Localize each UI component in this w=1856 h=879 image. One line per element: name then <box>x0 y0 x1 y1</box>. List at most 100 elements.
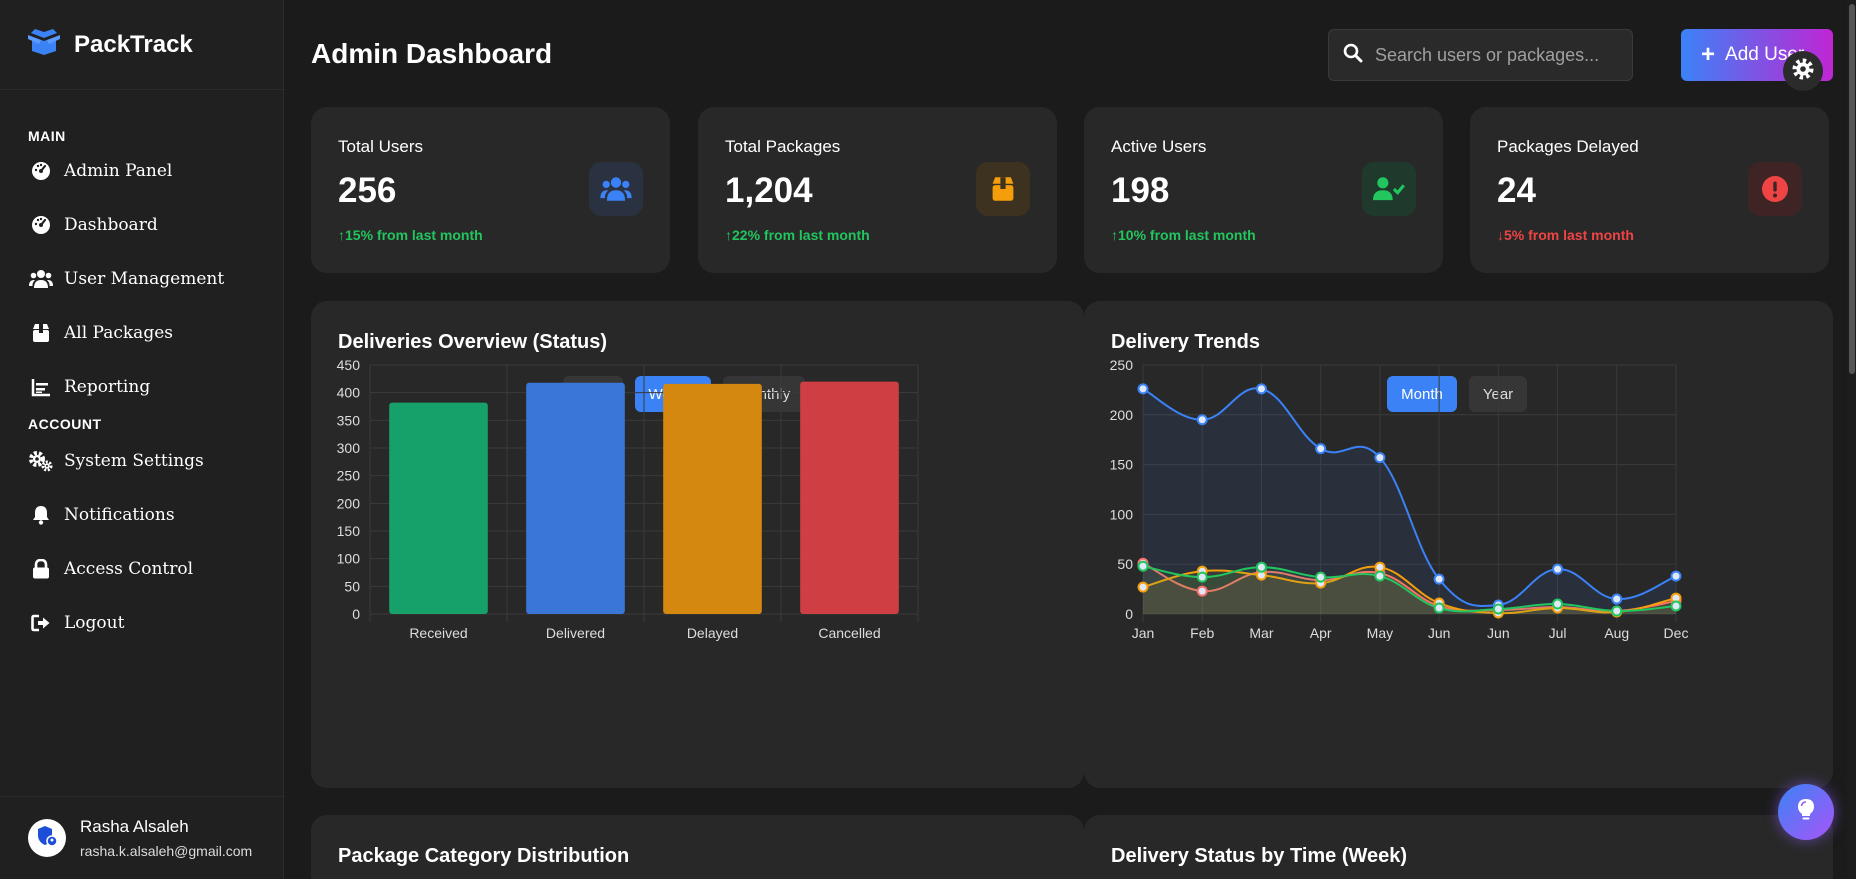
series-area-1 <box>1143 563 1676 614</box>
stat-change: ↓5% from last month <box>1497 227 1634 243</box>
sidebar-item-label: Dashboard <box>64 215 158 235</box>
settings-float-button-1[interactable] <box>1783 51 1823 91</box>
card-title: Delivery Trends <box>1111 331 1260 353</box>
bar-cancelled <box>800 381 899 614</box>
y-tick-label: 350 <box>337 412 361 428</box>
stat-label: Total Users <box>338 137 424 156</box>
data-point <box>1315 571 1327 583</box>
sidebar-item-access-control[interactable]: Access Control <box>0 542 283 596</box>
deliveries-overview-card: Deliveries Overview (Status) Daily Weekl… <box>311 301 1084 788</box>
series-line-3 <box>1142 565 1677 613</box>
exclamation-icon <box>1748 162 1802 216</box>
delivery-status-time-card: Delivery Status by Time (Week) <box>1084 815 1833 879</box>
search-icon <box>1343 43 1363 68</box>
sidebar-item-reporting[interactable]: Reporting <box>0 360 283 414</box>
sidebar-item-label: Access Control <box>64 559 194 579</box>
brand[interactable]: PackTrack <box>0 0 283 90</box>
sidebar-item-user-management[interactable]: User Management <box>0 252 283 306</box>
data-point <box>1670 570 1682 582</box>
section-label-account: ACCOUNT <box>28 416 102 432</box>
delivery-trends-line-chart: 0 50 100 150 200 250 Jan Feb Mar Apr May Jun Jun Jul A… <box>1110 357 1689 641</box>
data-point <box>1433 602 1445 614</box>
lightbulb-icon <box>1797 798 1815 827</box>
x-tick-label: Delivered <box>546 625 605 641</box>
users-icon <box>28 266 54 292</box>
plus-icon: + <box>1701 41 1716 68</box>
stat-value: 24 <box>1497 171 1536 210</box>
data-point <box>1492 603 1504 615</box>
x-tick-label: Received <box>409 625 467 641</box>
gauge-icon <box>28 212 54 238</box>
y-tick-label: 400 <box>337 385 361 401</box>
stat-value: 198 <box>1111 171 1170 210</box>
add-user-label: Add User <box>1725 44 1805 65</box>
box-icon <box>28 320 54 346</box>
x-tick-label: Feb <box>1190 625 1214 641</box>
y-tick-label: 300 <box>337 440 361 456</box>
y-tick-label: 50 <box>1117 556 1133 572</box>
y-tick-label: 200 <box>337 495 361 511</box>
users-icon <box>589 162 643 216</box>
y-tick-label: 450 <box>337 357 361 373</box>
sidebar-item-logout[interactable]: Logout <box>0 596 283 650</box>
data-point <box>1196 571 1208 583</box>
x-tick-label: Jun <box>1428 625 1451 641</box>
search-input[interactable] <box>1375 44 1625 66</box>
x-tick-label: May <box>1367 625 1393 641</box>
lock-icon <box>28 556 54 582</box>
y-tick-label: 250 <box>1110 357 1134 373</box>
stat-card-packages-delayed: Packages Delayed 24 ↓5% from last month <box>1470 107 1829 273</box>
sidebar-item-all-packages[interactable]: All Packages <box>0 306 283 360</box>
data-point <box>1552 598 1564 610</box>
data-point <box>1137 581 1149 593</box>
bell-icon <box>28 502 54 528</box>
card-title: Deliveries Overview (Status) <box>338 331 608 353</box>
tips-fab-button[interactable] <box>1778 784 1834 840</box>
sidebar-item-dashboard[interactable]: Dashboard <box>0 198 283 252</box>
box-open-icon <box>28 29 60 60</box>
data-point <box>1552 563 1564 575</box>
y-tick-label: 100 <box>1110 506 1134 522</box>
avatar <box>28 819 66 857</box>
data-point <box>1196 585 1208 597</box>
sidebar: PackTrack MAIN Admin Panel Dashboard Use… <box>0 0 284 879</box>
sidebar-item-label: Admin Panel <box>64 161 173 181</box>
search-box[interactable] <box>1328 29 1633 81</box>
sidebar-item-notifications[interactable]: Notifications <box>0 488 283 542</box>
x-tick-label: Cancelled <box>818 625 880 641</box>
page-title: Admin Dashboard <box>311 38 553 69</box>
sidebar-item-label: Notifications <box>64 505 175 525</box>
sidebar-item-system-settings[interactable]: System Settings <box>0 434 283 488</box>
scrollbar[interactable] <box>1847 0 1856 879</box>
y-tick-label: 0 <box>352 606 360 622</box>
data-point <box>1611 605 1623 617</box>
x-tick-label: Apr <box>1310 625 1332 641</box>
sidebar-item-label: Logout <box>64 613 125 633</box>
user-profile[interactable]: Rasha Alsaleh rasha.k.alsaleh@gmail.com <box>0 796 284 879</box>
series-line-1 <box>1142 562 1677 613</box>
sidebar-item-label: Reporting <box>64 377 151 397</box>
data-point <box>1670 600 1682 612</box>
stat-change: ↑15% from last month <box>338 227 483 243</box>
sidebar-item-admin-panel[interactable]: Admin Panel <box>0 144 283 198</box>
chart-line-icon <box>28 374 54 400</box>
data-point <box>1374 570 1386 582</box>
stat-change: ↑10% from last month <box>1111 227 1256 243</box>
gears-icon <box>28 448 54 474</box>
sidebar-item-label: All Packages <box>64 323 173 343</box>
data-point <box>1255 383 1267 395</box>
stat-change: ↑22% from last month <box>725 227 870 243</box>
series-area-0 <box>1143 388 1676 614</box>
section-label-main: MAIN <box>28 128 66 144</box>
stat-value: 256 <box>338 171 397 210</box>
scrollbar-thumb[interactable] <box>1849 4 1855 374</box>
data-point <box>1196 414 1208 426</box>
stat-value: 1,204 <box>725 171 813 210</box>
data-point <box>1137 560 1149 572</box>
series-area-3 <box>1143 566 1676 614</box>
tab-month[interactable]: Month <box>1387 376 1457 412</box>
x-tick-label: Jan <box>1132 625 1155 641</box>
x-tick-label: Aug <box>1604 625 1629 641</box>
x-tick-label: Jun <box>1487 625 1510 641</box>
profile-name: Rasha Alsaleh <box>80 817 189 836</box>
